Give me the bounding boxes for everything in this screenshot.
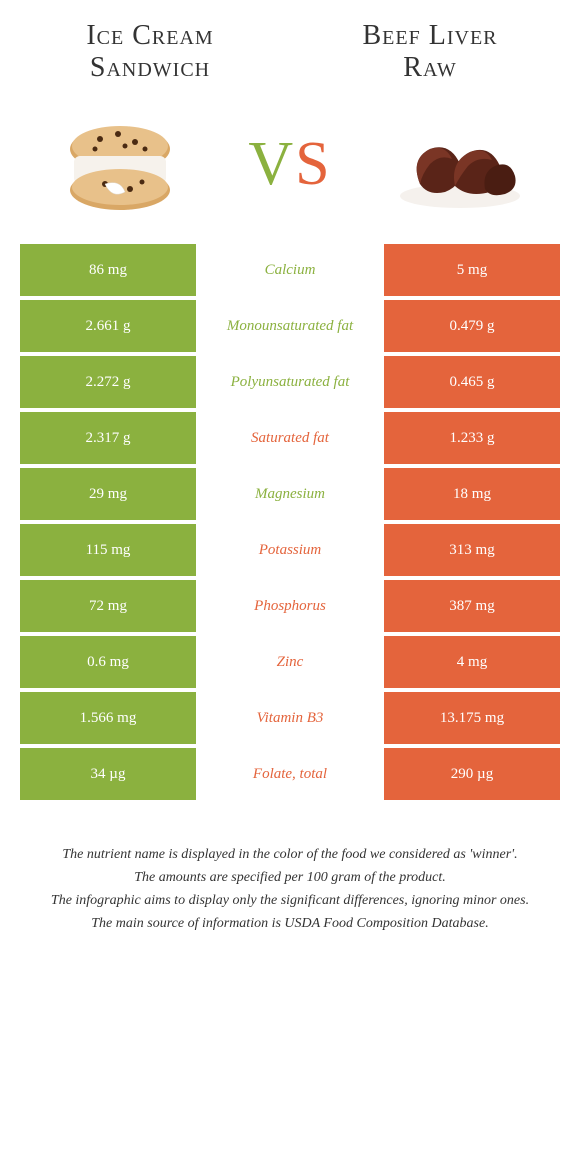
- nutrient-table: 86 mgCalcium5 mg2.661 gMonounsaturated f…: [20, 244, 560, 804]
- right-value: 4 mg: [380, 636, 560, 692]
- right-food-title: Beef Liver Raw: [330, 20, 530, 84]
- nutrient-name: Zinc: [200, 636, 380, 692]
- nutrient-row: 2.317 gSaturated fat1.233 g: [20, 412, 560, 468]
- nutrient-name: Saturated fat: [200, 412, 380, 468]
- nutrient-row: 86 mgCalcium5 mg: [20, 244, 560, 300]
- left-title-line2: Sandwich: [90, 52, 210, 83]
- nutrient-name: Potassium: [200, 524, 380, 580]
- left-value: 34 µg: [20, 748, 200, 804]
- right-value: 5 mg: [380, 244, 560, 300]
- left-value: 2.661 g: [20, 300, 200, 356]
- nutrient-row: 72 mgPhosphorus387 mg: [20, 580, 560, 636]
- nutrient-name: Phosphorus: [200, 580, 380, 636]
- right-title-line2: Raw: [403, 52, 456, 83]
- right-value: 290 µg: [380, 748, 560, 804]
- nutrient-row: 2.661 gMonounsaturated fat0.479 g: [20, 300, 560, 356]
- nutrient-name: Vitamin B3: [200, 692, 380, 748]
- vs-s: S: [295, 130, 331, 198]
- nutrient-name: Monounsaturated fat: [200, 300, 380, 356]
- left-value: 72 mg: [20, 580, 200, 636]
- nutrient-row: 2.272 gPolyunsaturated fat0.465 g: [20, 356, 560, 412]
- vs-v: V: [248, 130, 295, 198]
- vs-label: VS: [248, 129, 331, 200]
- left-value: 29 mg: [20, 468, 200, 524]
- right-title-line1: Beef Liver: [363, 20, 498, 51]
- right-value: 18 mg: [380, 468, 560, 524]
- left-value: 2.272 g: [20, 356, 200, 412]
- left-value: 86 mg: [20, 244, 200, 300]
- left-value: 115 mg: [20, 524, 200, 580]
- left-food-image: [50, 114, 190, 214]
- right-value: 13.175 mg: [380, 692, 560, 748]
- nutrient-row: 34 µgFolate, total290 µg: [20, 748, 560, 804]
- right-food-image: [390, 114, 530, 214]
- footer-line1: The nutrient name is displayed in the co…: [50, 844, 530, 865]
- footer-line3: The infographic aims to display only the…: [50, 890, 530, 911]
- nutrient-row: 115 mgPotassium313 mg: [20, 524, 560, 580]
- vs-row: VS: [20, 94, 560, 244]
- nutrient-name: Calcium: [200, 244, 380, 300]
- left-value: 2.317 g: [20, 412, 200, 468]
- left-value: 0.6 mg: [20, 636, 200, 692]
- nutrient-name: Folate, total: [200, 748, 380, 804]
- footer-notes: The nutrient name is displayed in the co…: [20, 804, 560, 934]
- left-title-line1: Ice Cream: [86, 20, 213, 51]
- right-value: 387 mg: [380, 580, 560, 636]
- nutrient-name: Magnesium: [200, 468, 380, 524]
- left-food-title: Ice Cream Sandwich: [50, 20, 250, 84]
- right-value: 1.233 g: [380, 412, 560, 468]
- header: Ice Cream Sandwich Beef Liver Raw: [20, 20, 560, 94]
- footer-line4: The main source of information is USDA F…: [50, 913, 530, 934]
- nutrient-row: 29 mgMagnesium18 mg: [20, 468, 560, 524]
- nutrient-name: Polyunsaturated fat: [200, 356, 380, 412]
- footer-line2: The amounts are specified per 100 gram o…: [50, 867, 530, 888]
- nutrient-row: 0.6 mgZinc4 mg: [20, 636, 560, 692]
- right-value: 0.479 g: [380, 300, 560, 356]
- infographic-container: Ice Cream Sandwich Beef Liver Raw: [0, 0, 580, 934]
- left-value: 1.566 mg: [20, 692, 200, 748]
- right-value: 0.465 g: [380, 356, 560, 412]
- right-value: 313 mg: [380, 524, 560, 580]
- nutrient-row: 1.566 mgVitamin B313.175 mg: [20, 692, 560, 748]
